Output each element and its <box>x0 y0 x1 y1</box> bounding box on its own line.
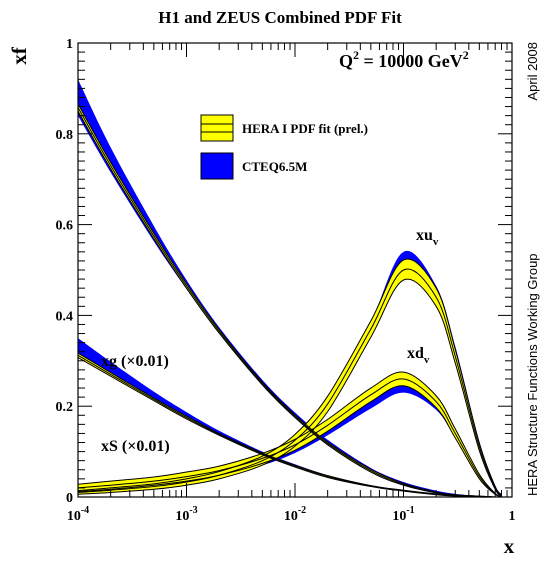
line-xS-lower <box>77 357 502 498</box>
y-tick-label: 1 <box>66 37 73 52</box>
label-xdv: xdv <box>407 345 430 366</box>
tick-layer <box>77 42 513 498</box>
band-layer <box>78 79 502 498</box>
y-tick-label: 0 <box>66 491 73 506</box>
q2-annotation: Q2 = 10000 GeV2 <box>339 48 469 71</box>
line-xuv-central <box>77 268 502 496</box>
legend-swatch-cteq <box>200 152 234 180</box>
line-xuv-upper <box>77 258 502 496</box>
line-xdv-upper <box>77 371 502 497</box>
y-tick-label: 0.2 <box>56 400 74 415</box>
line-xdv-central <box>77 378 502 498</box>
label-xg: xg (×0.01) <box>101 353 169 370</box>
side-label-date: April 2008 <box>525 42 540 101</box>
band-xg-cteq <box>78 79 502 498</box>
y-tick-label: 0.4 <box>56 309 74 324</box>
x-tick-labels: 10-4 10-3 10-2 10-1 1 <box>67 505 516 524</box>
line-xS-central <box>77 354 502 498</box>
x-tick-label: 10-3 <box>175 505 197 524</box>
y-tick-label: 0.8 <box>56 128 74 143</box>
legend: HERA I PDF fit (prel.) CTEQ6.5M <box>200 114 368 180</box>
x-tick-label: 1 <box>509 509 516 524</box>
chart-title: H1 and ZEUS Combined PDF Fit <box>158 8 402 27</box>
x-tick-label: 10-1 <box>392 505 414 524</box>
line-xdv-lower <box>77 385 502 498</box>
band-xuv-hera <box>78 259 502 496</box>
line-xS-upper <box>77 352 502 498</box>
x-axis-title: x <box>504 534 515 558</box>
band-xuv-cteq <box>78 250 502 496</box>
legend-swatch-hera <box>200 114 234 142</box>
x-tick-label: 10-4 <box>67 505 89 524</box>
band-xS-hera <box>78 353 502 498</box>
y-axis-title: xf <box>7 46 31 65</box>
label-xuv: xuv <box>416 227 439 248</box>
legend-label-hera: HERA I PDF fit (prel.) <box>242 121 368 136</box>
label-xs: xS (×0.01) <box>101 438 170 455</box>
side-label-group: HERA Structure Functions Working Group <box>525 253 540 496</box>
legend-label-cteq: CTEQ6.5M <box>242 159 307 174</box>
y-tick-label: 0.6 <box>56 219 74 234</box>
y-tick-labels: 0 0.2 0.4 0.6 0.8 1 <box>56 37 74 506</box>
line-xuv-lower <box>77 278 502 497</box>
plot-frame <box>77 42 513 498</box>
x-tick-label: 10-2 <box>284 505 306 524</box>
